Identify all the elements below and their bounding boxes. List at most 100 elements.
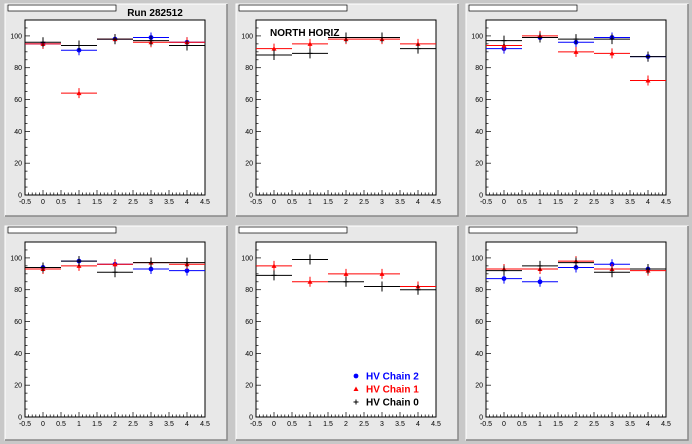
data-point — [133, 35, 169, 46]
x-tick-label: 0 — [41, 199, 45, 206]
legend-marker — [353, 399, 359, 405]
y-tick-label: 0 — [18, 415, 22, 422]
plot-frame — [255, 19, 437, 196]
x-tick-label: 3 — [149, 421, 153, 428]
data-marker — [501, 38, 507, 44]
x-tick-label: 0 — [272, 199, 276, 206]
y-tick-label: 80 — [14, 65, 22, 72]
series-hv-chain-0 — [256, 32, 436, 60]
y-tick-label: 40 — [475, 351, 483, 358]
x-tick-label: -0.5 — [19, 199, 31, 206]
x-tick-label: 1 — [308, 421, 312, 428]
x-tick-label: 0.5 — [56, 421, 66, 428]
legend-label: HV Chain 2 — [366, 372, 419, 383]
data-marker — [501, 268, 507, 274]
x-tick-label: 4.5 — [661, 421, 671, 428]
pad-shadow — [236, 4, 459, 217]
data-point — [256, 50, 292, 60]
x-tick-label: 2.5 — [359, 421, 369, 428]
y-tick-label: 0 — [479, 193, 483, 200]
data-point — [558, 46, 594, 57]
histogram-title-box — [7, 4, 117, 12]
data-point — [328, 276, 364, 287]
x-tick-label: 1 — [538, 421, 542, 428]
data-point — [558, 34, 594, 45]
y-tick-label: 100 — [471, 33, 483, 40]
y-tick-label: 20 — [475, 383, 483, 390]
x-tick-label: -0.5 — [250, 199, 262, 206]
y-tick-label: 100 — [10, 255, 22, 262]
pad-shadow — [466, 226, 689, 441]
x-tick-label: 3.5 — [164, 421, 174, 428]
data-point — [292, 38, 328, 49]
data-marker — [148, 38, 154, 44]
data-point — [292, 254, 328, 265]
x-tick-label: 0 — [502, 421, 506, 428]
data-marker — [573, 49, 579, 54]
y-tick-label: 100 — [241, 255, 253, 262]
x-tick-label: 3.5 — [395, 199, 405, 206]
x-tick-label: 0 — [41, 421, 45, 428]
data-marker — [112, 36, 118, 42]
x-tick-label: 4 — [646, 421, 650, 428]
data-point — [61, 256, 97, 267]
data-marker — [40, 264, 46, 270]
x-tick-label: 2.5 — [589, 199, 599, 206]
legend-label: HV Chain 0 — [366, 398, 419, 409]
x-tick-label: 4 — [646, 199, 650, 206]
y-tick-label: 100 — [241, 33, 253, 40]
data-marker — [537, 263, 543, 269]
chart-pad-1: -0.5 0 0.5 1 1.5 2 2.5 3 3.5 4 4.5020406080100Run … — [4, 3, 228, 217]
data-marker — [112, 269, 118, 275]
data-point — [133, 264, 169, 275]
data-point — [169, 257, 205, 268]
data-point — [256, 270, 292, 281]
data-marker — [112, 261, 118, 267]
x-tick-label: 2 — [344, 421, 348, 428]
legend: HV Chain 2 HV Chain 1 HV Chain 0 — [353, 372, 419, 409]
x-tick-label: 1.5 — [553, 421, 563, 428]
data-marker — [343, 35, 349, 40]
x-tick-label: 3.5 — [625, 421, 635, 428]
x-tick-label: 4.5 — [200, 421, 210, 428]
y-tick-label: 40 — [14, 129, 22, 136]
x-tick-label: 1.5 — [553, 199, 563, 206]
legend-marker — [353, 386, 359, 391]
y-tick-label: 80 — [245, 65, 253, 72]
y-tick-label: 40 — [14, 351, 22, 358]
y-tick-label: 80 — [475, 65, 483, 72]
data-marker — [76, 258, 82, 264]
x-tick-label: 1.5 — [92, 421, 102, 428]
y-tick-label: 80 — [245, 287, 253, 294]
data-marker — [343, 279, 349, 285]
x-tick-label: 4 — [185, 199, 189, 206]
legend-label: HV Chain 1 — [366, 385, 419, 396]
data-point — [594, 48, 630, 59]
data-point — [400, 284, 436, 295]
x-tick-label: 3 — [380, 199, 384, 206]
x-tick-label: 1.5 — [323, 199, 333, 206]
series-hv-chain-0 — [486, 32, 666, 62]
y-tick-label: 60 — [14, 319, 22, 326]
data-marker — [379, 35, 385, 40]
series-hv-chain-0 — [25, 256, 205, 278]
y-tick-label: 20 — [245, 161, 253, 168]
data-point — [133, 257, 169, 268]
y-tick-label: 20 — [14, 383, 22, 390]
x-tick-label: 0 — [502, 199, 506, 206]
data-point — [522, 276, 558, 287]
x-tick-label: 3.5 — [164, 199, 174, 206]
data-point — [292, 48, 328, 59]
data-marker — [573, 260, 579, 266]
data-point — [522, 32, 558, 43]
data-marker — [271, 52, 277, 58]
x-tick-label: 4 — [416, 421, 420, 428]
data-marker — [645, 54, 651, 60]
y-tick-label: 40 — [245, 129, 253, 136]
pad-shadow — [466, 4, 689, 217]
pad-shadow — [236, 226, 459, 441]
y-tick-label: 60 — [14, 97, 22, 104]
